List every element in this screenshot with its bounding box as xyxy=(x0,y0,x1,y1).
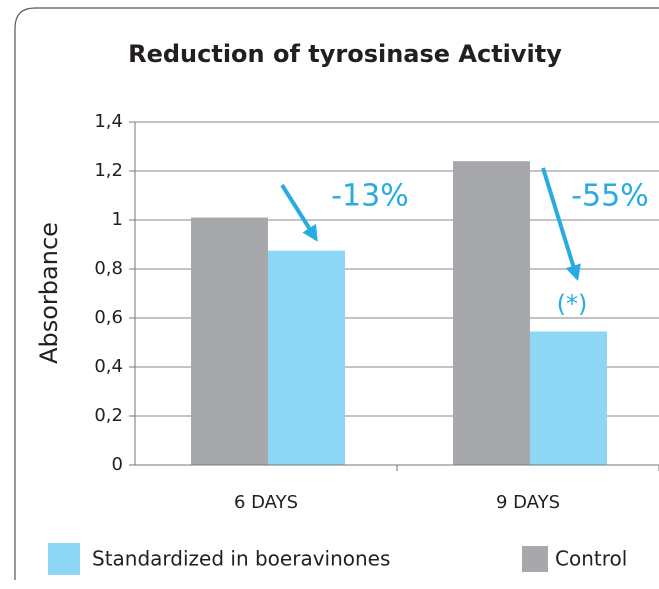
y-tick-label: 0 xyxy=(112,454,123,475)
y-tick-label: 0,4 xyxy=(94,356,123,377)
y-tick-label: 0,6 xyxy=(94,307,123,328)
y-tick-label: 0,2 xyxy=(94,405,123,426)
arrow xyxy=(541,167,581,282)
bar xyxy=(453,161,530,465)
y-tick-label: 1 xyxy=(112,209,123,230)
annotation: -13% xyxy=(331,179,409,214)
bar xyxy=(268,250,345,465)
y-tick-label: 1,2 xyxy=(94,160,123,181)
frame xyxy=(14,7,659,580)
legend-swatch xyxy=(48,543,80,575)
chart-title: Reduction of tyrosinase Activity xyxy=(128,40,562,68)
bar xyxy=(191,217,268,465)
bar xyxy=(530,331,607,465)
x-tick-label: 9 DAYS xyxy=(496,492,560,513)
y-tick-label: 1,4 xyxy=(94,111,123,132)
y-axis-label: Absorbance xyxy=(35,222,63,364)
annotation: (*) xyxy=(557,290,588,318)
y-tick-label: 0,8 xyxy=(94,258,123,279)
legend-swatch xyxy=(522,546,548,572)
arrow xyxy=(280,183,318,242)
annotation: -55% xyxy=(571,179,649,214)
x-tick-label: 6 DAYS xyxy=(234,492,298,513)
plot: 0 0,2 0,4 0,6 0,8 1 1,2 1,4 6 DAYS 9 DAYS Standard… xyxy=(48,111,659,575)
legend-label: Control xyxy=(555,547,627,571)
legend-label: Standardized in boeravinones xyxy=(92,547,390,571)
